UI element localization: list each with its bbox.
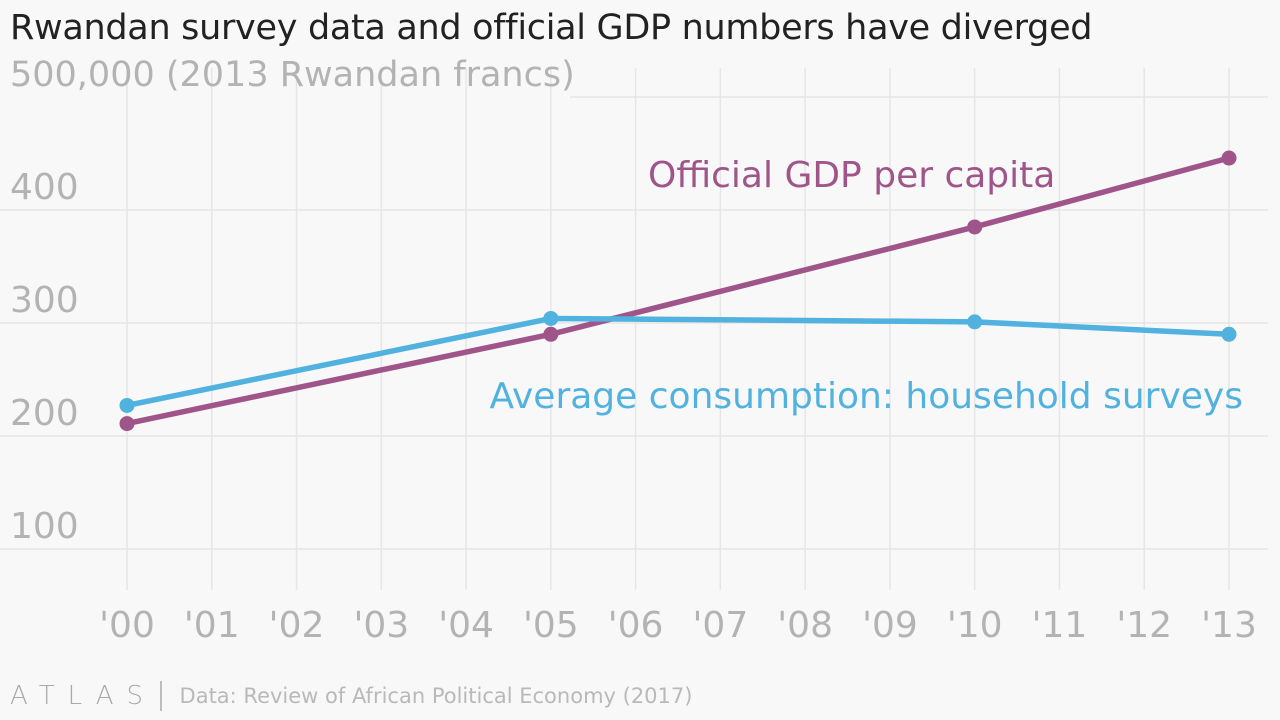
series-label-layer: Official GDP per capita Average consumpti… xyxy=(489,155,1243,417)
x-tick-label: '07 xyxy=(693,605,749,646)
source-note: Data: Review of African Political Econom… xyxy=(179,684,693,708)
series-label-consumption: Average consumption: household surveys xyxy=(489,376,1243,417)
footer: ATLAS Data: Review of African Political … xyxy=(10,680,692,712)
y-tick-label: 100 xyxy=(10,506,79,547)
data-point xyxy=(1221,150,1237,166)
axis-layer: '00 '01 '02 '03 '04 '05 '06 '07 '08 '09 '10 '11 '12 '… xyxy=(10,55,1257,646)
y-tick-label: 200 xyxy=(10,393,79,434)
x-tick-label: '08 xyxy=(777,605,833,646)
x-tick-label: '01 xyxy=(184,605,240,646)
chart-title: Rwandan survey data and official GDP num… xyxy=(10,8,1093,48)
data-point xyxy=(543,310,559,326)
data-point xyxy=(119,416,135,432)
y-tick-label: 300 xyxy=(10,280,79,321)
x-tick-label: '09 xyxy=(862,605,918,646)
y-tick-label: 400 xyxy=(10,167,79,208)
data-point xyxy=(967,219,983,235)
data-point xyxy=(1221,326,1237,342)
x-tick-label: '10 xyxy=(947,605,1003,646)
x-tick-label: '12 xyxy=(1116,605,1172,646)
atlas-logo: ATLAS xyxy=(10,681,157,711)
data-point xyxy=(967,314,983,330)
series-layer xyxy=(119,150,1237,432)
x-tick-label: '03 xyxy=(353,605,409,646)
x-tick-label: '05 xyxy=(523,605,579,646)
x-tick-label: '06 xyxy=(608,605,664,646)
series-label-gdp: Official GDP per capita xyxy=(648,155,1055,196)
x-tick-label: '11 xyxy=(1032,605,1088,646)
x-tick-label: '00 xyxy=(99,605,155,646)
data-point xyxy=(119,397,135,413)
y-tick-label: 500,000 (2013 Rwandan francs) xyxy=(10,55,575,95)
data-point xyxy=(543,326,559,342)
x-tick-label: '02 xyxy=(269,605,325,646)
footer-divider xyxy=(160,681,162,711)
x-tick-label: '04 xyxy=(438,605,494,646)
x-tick-label: '13 xyxy=(1201,605,1257,646)
series-line-0 xyxy=(124,155,1232,427)
series-line-1 xyxy=(124,315,1232,409)
